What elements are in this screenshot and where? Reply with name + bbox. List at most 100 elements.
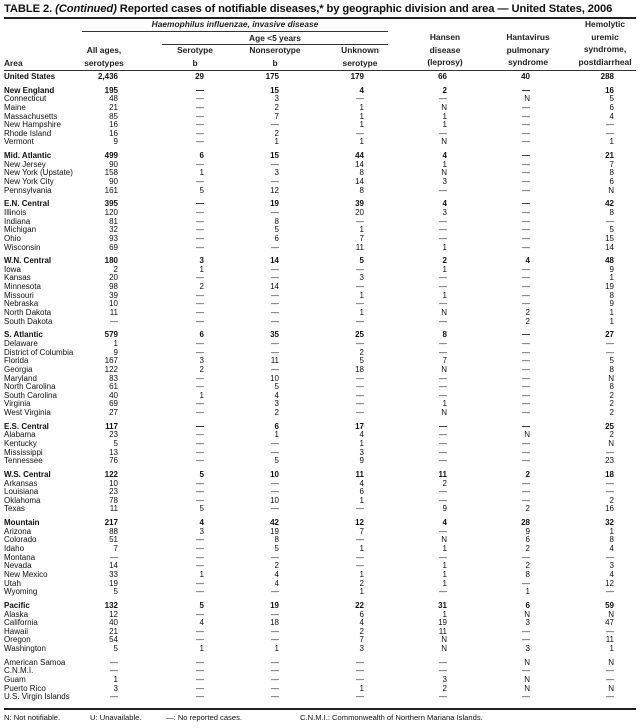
cell-unknown-serotype: 1 — [359, 102, 364, 112]
cell-hantavirus: — — [522, 225, 530, 235]
cell-hantavirus: — — [522, 456, 530, 466]
cell-hus: 8 — [609, 535, 614, 545]
cell-serotype-b: 5 — [199, 185, 204, 195]
cell-hantavirus: — — [522, 137, 530, 147]
cell-all-ages: 16 — [109, 128, 118, 138]
cell-all-ages: 90 — [109, 177, 118, 187]
table-row: Minnesota 98 2 14 — — — 19 — [4, 282, 636, 292]
cell-hantavirus: — — [522, 347, 530, 357]
cell-serotype-b: — — [196, 316, 204, 326]
cell-nonserotype-b: — — [271, 552, 279, 562]
cell-nonserotype-b: — — [271, 657, 279, 667]
cell-hansen: 2 — [442, 85, 447, 95]
cell-serotype-b: — — [196, 683, 204, 693]
cell-hansen: — — [439, 692, 447, 702]
cell-hansen: — — [439, 438, 447, 448]
cell-unknown-serotype: 1 — [359, 225, 364, 235]
cell-serotype-b: — — [196, 85, 204, 95]
cell-hansen: — — [439, 421, 447, 431]
cell-all-ages: 21 — [109, 102, 118, 112]
cell-all-ages: 217 — [104, 518, 118, 528]
cell-all-ages: 78 — [109, 495, 118, 505]
cell-nonserotype-b: 19 — [270, 526, 279, 536]
cell-serotype-b: — — [196, 487, 204, 497]
cell-nonserotype-b: 12 — [270, 185, 279, 195]
cell-hansen: 1 — [442, 264, 447, 274]
area-name: W.S. Central — [4, 469, 51, 479]
area-name: C.N.M.I. — [4, 666, 34, 676]
area-name: Wyoming — [4, 587, 38, 597]
table-row: Wyoming 5 — — 1 — 1 — — [4, 588, 636, 597]
area-name: North Dakota — [4, 308, 52, 318]
table-row: Indiana 81 — 8 — — — — — [4, 217, 636, 227]
cell-all-ages: 180 — [104, 256, 118, 266]
cell-hansen: 4 — [442, 151, 447, 161]
cell-nonserotype-b: — — [271, 438, 279, 448]
header-hansen: Hansen disease (leprosy) — [427, 32, 463, 67]
cell-hantavirus: 2 — [525, 504, 530, 514]
cell-nonserotype-b: — — [271, 120, 279, 130]
area-name: Washington — [4, 644, 46, 654]
area-name: New Hampshire — [4, 120, 61, 130]
cell-unknown-serotype: 1 — [359, 137, 364, 147]
cell-hus: 2 — [609, 399, 614, 409]
table-row: New Hampshire 16 — — 1 1 — — — [4, 121, 636, 130]
cell-unknown-serotype: — — [356, 299, 364, 309]
cell-hus: 25 — [605, 421, 614, 431]
cell-hansen: 1 — [442, 544, 447, 554]
cell-hus: 19 — [605, 282, 614, 292]
area-name: New York City — [4, 177, 54, 187]
cell-hansen: — — [439, 316, 447, 326]
cell-hantavirus: — — [522, 128, 530, 138]
cell-serotype-b: — — [196, 430, 204, 440]
table-row: Arkansas 10 — — 4 2 — — — [4, 478, 636, 489]
cell-nonserotype-b: 5 — [274, 544, 279, 554]
cell-unknown-serotype: 11 — [355, 242, 364, 252]
cell-hansen: 3 — [442, 177, 447, 187]
table-row: U.S. Virgin Islands — — — — — — — — [4, 693, 636, 702]
cell-hansen: — — [439, 282, 447, 292]
cell-unknown-serotype: 9 — [359, 456, 364, 466]
cell-hantavirus: — — [522, 487, 530, 497]
table-row: Missouri 39 — — 1 1 — 8 — [4, 290, 636, 301]
area-name: South Carolina — [4, 390, 57, 400]
cell-unknown-serotype: — — [356, 666, 364, 676]
cell-hantavirus: — — [522, 626, 530, 636]
cell-hus: 4 — [609, 111, 614, 121]
cell-serotype-b: — — [196, 111, 204, 121]
cell-unknown-serotype: — — [356, 408, 364, 418]
cell-hus: 48 — [605, 256, 614, 266]
cell-hantavirus: — — [522, 447, 530, 457]
cell-serotype-b: 1 — [199, 168, 204, 178]
cell-nonserotype-b: 5 — [274, 456, 279, 466]
area-name: Tennessee — [4, 456, 43, 466]
cell-hantavirus: 2 — [525, 561, 530, 571]
cell-nonserotype-b: 3 — [274, 168, 279, 178]
cell-unknown-serotype: 5 — [359, 256, 364, 266]
cell-unknown-serotype: — — [356, 316, 364, 326]
cell-hus: — — [606, 587, 614, 597]
cell-hansen: — — [439, 347, 447, 357]
cell-hus: — — [606, 692, 614, 702]
table-row: Guam 1 — — — 3 N — — [4, 675, 636, 685]
cell-nonserotype-b: — — [271, 290, 279, 300]
cell-nonserotype-b: — — [271, 478, 279, 488]
cell-nonserotype-b: 14 — [270, 282, 279, 292]
cell-nonserotype-b: 19 — [270, 199, 279, 209]
cell-hantavirus: — — [522, 356, 530, 366]
cell-hus: 1 — [609, 526, 614, 536]
area-name: E.S. Central — [4, 421, 49, 431]
cell-hantavirus: — — [522, 338, 530, 348]
cell-hus: 8 — [609, 364, 614, 374]
cell-unknown-serotype: 17 — [355, 421, 364, 431]
cell-unknown-serotype: 1 — [359, 111, 364, 121]
cell-unknown-serotype: — — [356, 675, 364, 684]
cell-unknown-serotype: 14 — [355, 159, 364, 169]
cell-hantavirus: — — [522, 421, 530, 431]
area-name: Virginia — [4, 399, 31, 409]
age-group-rule — [162, 44, 388, 45]
table-title: TABLE 2. (Continued) Reported cases of n… — [4, 3, 612, 15]
area-name: District of Columbia — [4, 347, 74, 357]
cell-unknown-serotype: 1 — [359, 683, 364, 693]
footnote-u: U: Unavailable. — [90, 713, 142, 722]
